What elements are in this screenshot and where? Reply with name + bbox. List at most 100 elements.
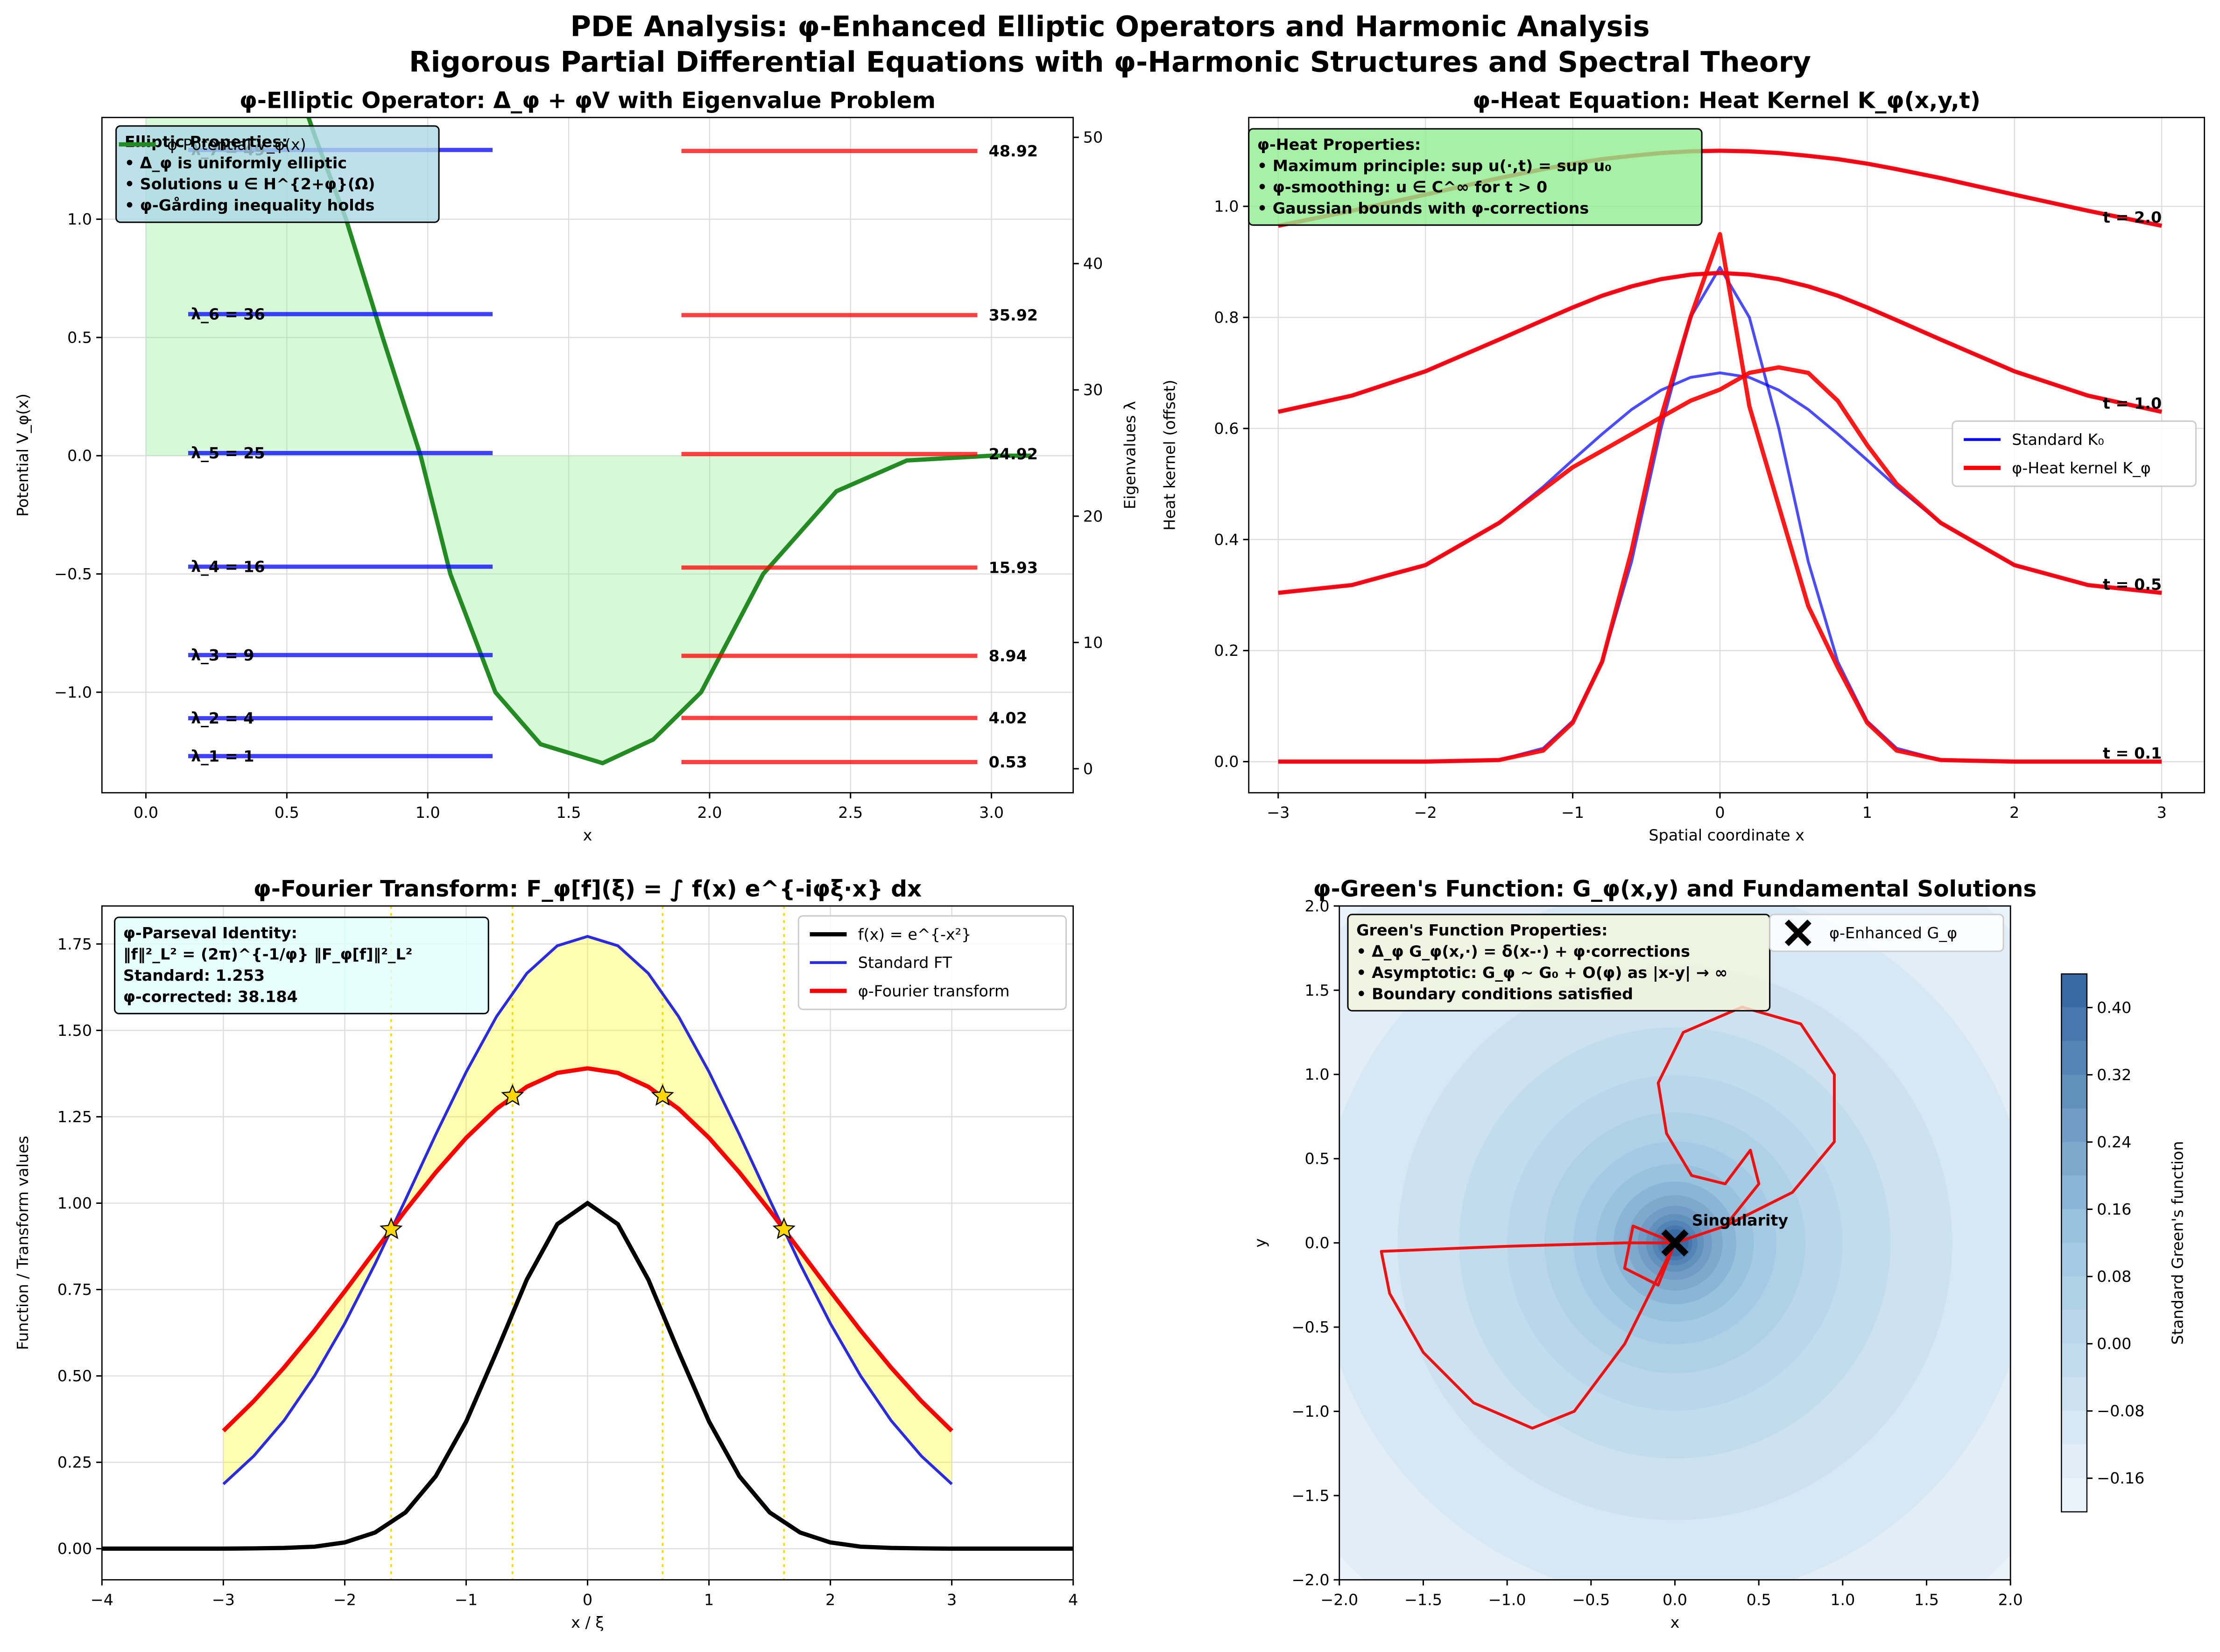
x-tick-label: −3	[1267, 803, 1290, 822]
x-tick-label: −2	[333, 1590, 356, 1609]
eigenvalue-label: 48.92	[989, 142, 1038, 160]
eigenvalue-label: 15.93	[989, 558, 1038, 576]
colorbar-band	[2061, 1209, 2087, 1243]
legend-box	[1952, 420, 2197, 487]
x-axis-label: x / ξ	[571, 1613, 604, 1631]
colorbar-frame	[2061, 973, 2088, 1512]
legend-label: φ-Fourier transform	[858, 982, 1010, 1000]
x-axis-label: x	[583, 826, 592, 844]
annotation-line: Green's Function Properties:	[1356, 921, 1607, 939]
colorbar-label: Standard Green's function	[2169, 1141, 2187, 1345]
y-axis-label: y	[1251, 1238, 1269, 1248]
y2-tick-label: 30	[1083, 381, 1103, 399]
x-tick-label: −0.5	[1572, 1590, 1610, 1609]
y-tick-label: −2.0	[1292, 1571, 1330, 1589]
y-tick-label: 0.6	[1214, 419, 1239, 437]
colorbar-band	[2061, 1108, 2087, 1142]
plot-content	[102, 906, 1073, 1580]
x-tick-label: 0.5	[275, 803, 299, 822]
colorbar-band	[2061, 1276, 2087, 1310]
colorbar-band	[2061, 1478, 2087, 1512]
colorbar-band	[2061, 974, 2087, 1008]
x-tick-label: −1.5	[1404, 1590, 1442, 1609]
eigenvalue-label: λ_2 = 4	[191, 709, 254, 727]
colorbar-band	[2061, 1175, 2087, 1209]
annotation-box	[1347, 914, 1771, 1012]
x-tick-label: 1.5	[557, 803, 581, 822]
star-marker	[651, 1084, 674, 1106]
colorbar-tick-label: 0.08	[2097, 1267, 2131, 1286]
y-tick-label: 1.0	[67, 210, 92, 228]
y-tick-label: 1.5	[1305, 981, 1330, 999]
y-tick-label: 0.0	[67, 447, 92, 465]
x-tick-label: 0.0	[134, 803, 158, 822]
x-tick-label: −2.0	[1320, 1590, 1358, 1609]
y-tick-label: 0.4	[1214, 530, 1239, 548]
colorbar-band	[2061, 1377, 2087, 1411]
green-function-curve	[1380, 1005, 1836, 1430]
y-tick-label: −1.5	[1292, 1486, 1330, 1504]
annotation-line: • Gaussian bounds with φ-corrections	[1257, 199, 1589, 217]
annotation-box	[114, 916, 489, 1014]
y2-axis-label: Eigenvalues λ	[1121, 401, 1139, 509]
colorbar-band	[2061, 1007, 2087, 1041]
annotation-box	[115, 125, 440, 223]
eigenvalue-label: λ_6 = 36	[191, 305, 265, 323]
y-tick-label: 0.0	[1305, 1234, 1330, 1252]
y2-tick-label: 10	[1083, 633, 1103, 652]
legend-label: Standard FT	[858, 954, 952, 972]
annotation-line: • Maximum principle: sup u(·,t) = sup u₀	[1257, 156, 1612, 175]
y-axis-label: Potential V_φ(x)	[14, 394, 32, 517]
x-tick-label: −3	[212, 1590, 235, 1609]
series-line	[222, 1066, 953, 1433]
eigenvalue-label: λ_4 = 16	[191, 557, 265, 576]
legend-label: φ-Potential V_φ(x)	[167, 135, 306, 154]
annotation-line: φ-corrected: 38.184	[123, 987, 298, 1005]
potential-line	[306, 117, 1031, 766]
y-tick-label: 0.25	[57, 1453, 92, 1471]
chart-title: φ-Green's Function: G_φ(x,y) and Fundame…	[1313, 876, 2037, 902]
x-tick-label: 3	[947, 1590, 957, 1609]
y2-tick-label: 0	[1083, 759, 1093, 778]
colorbar-band	[2061, 1041, 2087, 1075]
x-tick-label: 3	[2157, 803, 2167, 822]
eigenvalue-label: 24.92	[989, 445, 1038, 463]
x-tick-label: −1	[1561, 803, 1584, 822]
annotation-line: • Δ_φ is uniformly elliptic	[125, 154, 347, 172]
colorbar-band	[2061, 1343, 2087, 1378]
colorbar-band	[2061, 1411, 2087, 1445]
time-label: t = 0.1	[2103, 744, 2162, 762]
y-tick-label: 0.8	[1214, 308, 1239, 326]
axes-frame	[1248, 117, 2206, 794]
kernel-line	[1278, 365, 2162, 595]
difference-fill	[223, 936, 952, 1484]
chart-title: φ-Fourier Transform: F_φ[f](ξ) = ∫ f(x) …	[254, 876, 922, 902]
y-tick-label: 1.00	[57, 1194, 92, 1212]
series-line	[222, 935, 953, 1485]
chart-title: φ-Elliptic Operator: Δ_φ + φV with Eigen…	[240, 87, 936, 113]
figure-subtitle: Rigorous Partial Differential Equations …	[409, 46, 1811, 78]
plot-content	[1339, 906, 2011, 1580]
x-tick-label: −4	[91, 1590, 113, 1609]
star-marker	[501, 1084, 524, 1106]
singularity-marker	[1661, 1229, 1689, 1257]
legend-swatch	[1784, 919, 1811, 947]
x-tick-label: 2	[825, 1590, 835, 1609]
x-tick-label: −2	[1414, 803, 1437, 822]
colorbar-band	[2061, 1444, 2087, 1478]
legend-label: Standard K₀	[2012, 430, 2104, 449]
x-axis-label: x	[1670, 1613, 1680, 1631]
eigenvalue-label: λ_1 = 1	[191, 747, 254, 765]
y-tick-label: 0.00	[57, 1540, 92, 1558]
colorbar-tick-label: 0.32	[2097, 1066, 2131, 1084]
y2-tick-label: 50	[1083, 128, 1103, 147]
chart-title: φ-Heat Equation: Heat Kernel K_φ(x,y,t)	[1473, 87, 1980, 113]
legend-label: φ-Enhanced G_φ	[1829, 924, 1957, 942]
y-tick-label: 0.5	[1305, 1150, 1330, 1168]
legend-label: φ-Heat kernel K_φ	[2012, 459, 2151, 477]
colorbar-band	[2061, 1310, 2087, 1344]
legend-box	[1769, 914, 2004, 952]
y-tick-label: 1.0	[1305, 1065, 1330, 1083]
star-marker	[380, 1217, 403, 1239]
y-tick-label: 0.2	[1214, 641, 1239, 660]
